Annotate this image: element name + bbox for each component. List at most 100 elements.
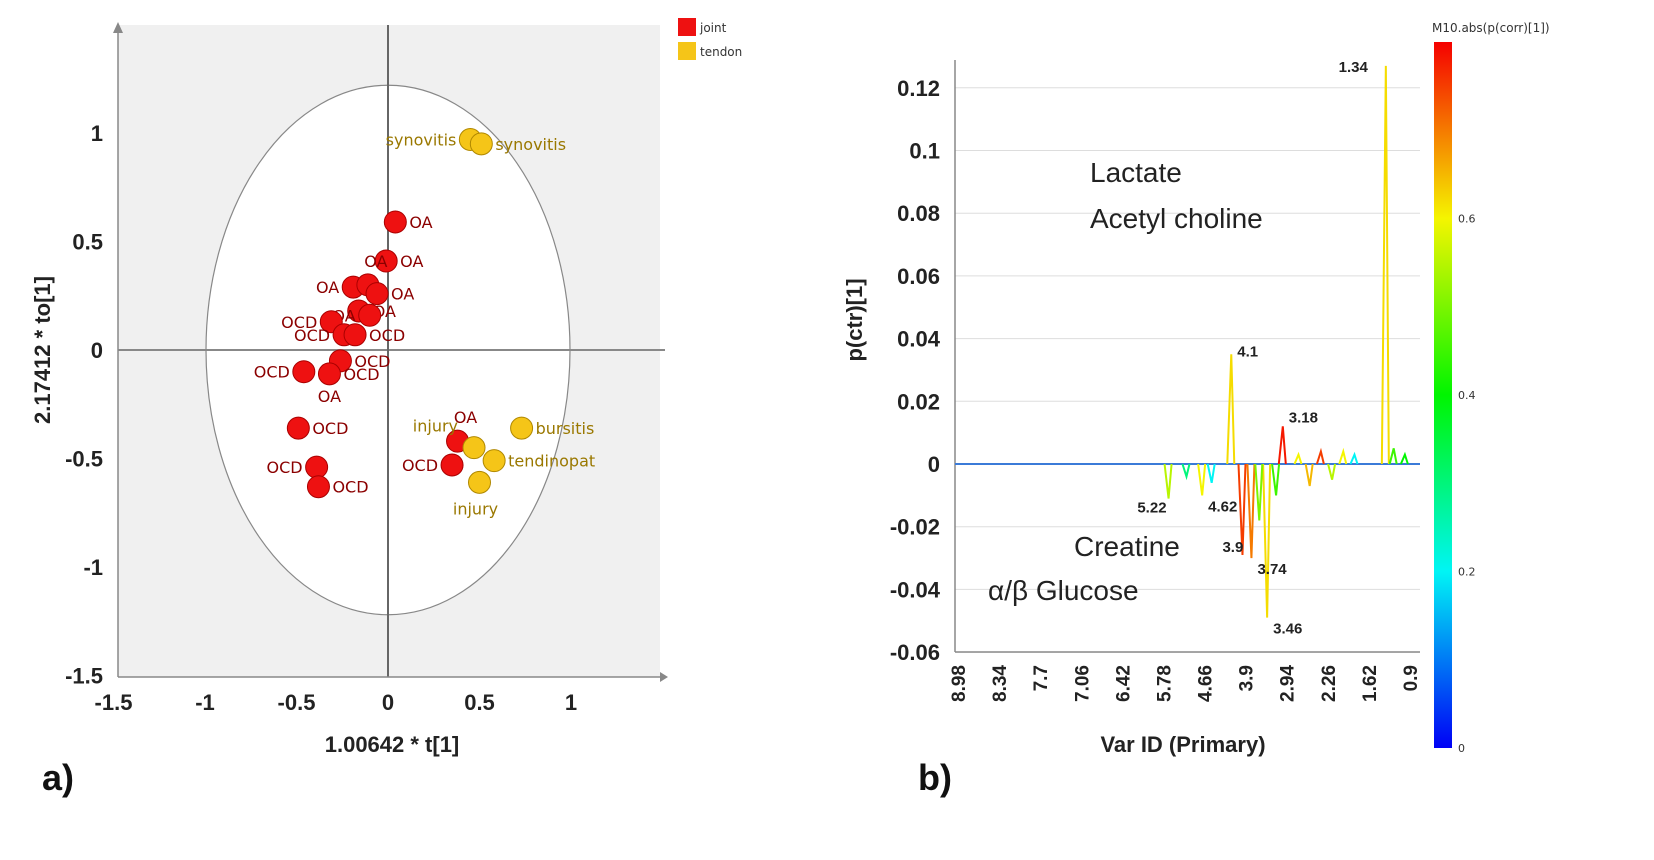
point-joint (383, 210, 407, 234)
spectrum-peak (1246, 463, 1256, 559)
y-tick-label: 0.04 (897, 327, 941, 352)
x-axis-label-b: Var ID (Primary) (1100, 732, 1265, 757)
point-label: OCD (354, 352, 390, 371)
annotation-lactate: Lactate (1090, 157, 1182, 188)
spectrum-peak (1254, 463, 1264, 521)
point-joint (440, 453, 464, 477)
point-label: OCD (254, 363, 290, 382)
spectrum-peak (1226, 354, 1236, 465)
colorbar-tick-label: 0.4 (1458, 389, 1476, 402)
spectrum-peak (1262, 463, 1272, 618)
annotation-creatine: Creatine (1074, 531, 1180, 562)
point-label: injury (453, 499, 498, 518)
point-joint (358, 303, 382, 327)
point-tendon (462, 436, 486, 460)
colorbar-title: M10.abs(p(corr)[1]) (1432, 21, 1550, 35)
point-label: OCD (369, 326, 405, 345)
x-tick-label: 4.66 (1196, 665, 1217, 702)
spectrum-peak (1349, 451, 1359, 465)
spectrum-peak (1293, 451, 1303, 465)
spectrum-peak (1304, 463, 1314, 487)
spectrum-peak (1327, 463, 1337, 480)
point-joint (374, 249, 398, 273)
x-tick-label: 2.26 (1319, 665, 1340, 702)
spectrum-peak (1315, 447, 1325, 465)
point-label: OA (409, 213, 432, 232)
spectrum-peak (1181, 463, 1191, 481)
spectrum-peak (1163, 463, 1173, 499)
spectrum-peak (1380, 65, 1390, 465)
y-tick-label: -0.04 (890, 577, 941, 602)
x-tick-label: 8.98 (949, 665, 970, 702)
peak-label: 3.9 (1222, 539, 1243, 556)
x-tick-label: -0.5 (278, 690, 316, 715)
point-label: OCD (343, 365, 379, 384)
point-label: OCD (281, 313, 317, 332)
spectrum-peak (1399, 451, 1409, 465)
peak-label: 3.46 (1273, 621, 1302, 638)
x-tick-label: 7.06 (1072, 665, 1093, 702)
point-label: OCD (402, 456, 438, 475)
x-tick-label: -1 (195, 690, 215, 715)
x-axis-label-a: 1.00642 * t[1] (325, 732, 460, 757)
point-tendon (468, 470, 491, 494)
x-tick-label: 6.42 (1113, 665, 1134, 702)
x-axis-arrow-icon (660, 672, 668, 682)
point-joint (317, 362, 341, 386)
point-label: OA (391, 285, 414, 304)
y-tick-label: -0.06 (890, 640, 940, 665)
y-tick-label: 0.1 (909, 139, 940, 164)
x-tick-label: 1.62 (1360, 665, 1381, 702)
colorbar-tick-label: 0.2 (1458, 566, 1476, 579)
legend-swatch-tendon (678, 42, 696, 60)
panel-label-a: a) (42, 757, 74, 798)
y-axis-arrow-icon (113, 22, 123, 33)
point-joint (306, 475, 330, 499)
point-label: injury (413, 417, 458, 436)
panel-label-b: b) (918, 757, 952, 798)
x-tick-label: 1 (565, 690, 577, 715)
x-tick-label: 7.7 (1031, 665, 1052, 691)
spectrum-peak (1277, 426, 1287, 465)
point-tendon (510, 416, 534, 440)
point-tendon (469, 132, 493, 156)
x-tick-label: -1.5 (95, 690, 133, 715)
point-joint (365, 282, 389, 306)
spectrum-peak (1338, 447, 1348, 465)
y-tick-label: 0.5 (72, 230, 103, 255)
point-tendon (482, 449, 506, 473)
point-label: synovitis (386, 131, 457, 150)
colorbar (1434, 42, 1452, 748)
y-axis-label-a: 2.17412 * to[1] (30, 276, 55, 424)
y-tick-label: 0 (928, 452, 940, 477)
annotation-glucose: α/β Glucose (988, 575, 1139, 606)
y-tick-label: -0.5 (65, 447, 103, 472)
point-label: OCD (294, 326, 330, 345)
point-label: tendinopat (508, 452, 595, 471)
peak-label: 3.74 (1257, 561, 1287, 578)
x-tick-label: 0.5 (464, 690, 495, 715)
peak-label: 4.1 (1237, 343, 1258, 360)
point-label: OA (454, 408, 477, 427)
y-tick-label: -1.5 (65, 664, 103, 689)
point-joint (305, 455, 329, 479)
x-tick-label: 2.94 (1278, 665, 1299, 702)
legend-swatch-joint (678, 18, 696, 36)
x-tick-label: 8.34 (990, 665, 1011, 702)
x-tick-label: 0 (382, 690, 394, 715)
legend-label-joint: joint (699, 21, 727, 35)
legend-label-tendon: tendon (700, 45, 742, 59)
point-joint (292, 360, 316, 384)
peak-label: 4.62 (1208, 498, 1237, 515)
point-label: synovitis (495, 135, 566, 154)
peak-label: 1.34 (1339, 59, 1369, 76)
spectrum-peak (1271, 463, 1281, 496)
y-tick-label: 0.02 (897, 389, 940, 414)
y-tick-label: 0.08 (897, 201, 940, 226)
point-label: bursitis (536, 419, 595, 438)
peak-label: 3.18 (1289, 409, 1318, 426)
x-tick-label: 3.9 (1237, 665, 1258, 691)
point-label: OA (400, 252, 423, 271)
point-joint (343, 323, 367, 347)
